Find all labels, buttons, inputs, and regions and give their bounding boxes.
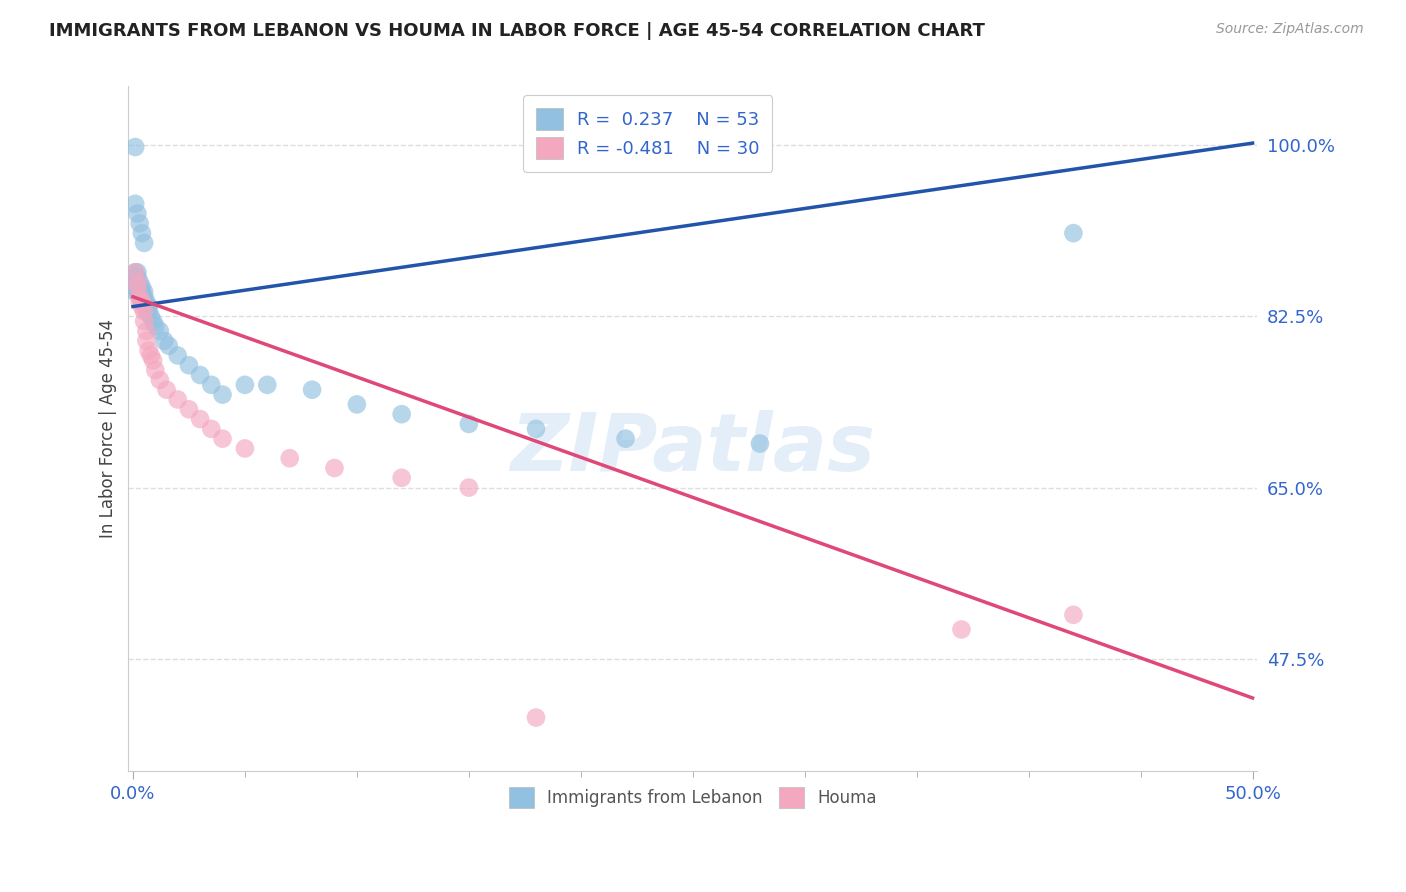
Point (391, 471, 413, 485)
Point (149, 324, 172, 338)
Point (135, 334, 157, 348)
Point (128, 294, 150, 309)
Point (131, 285, 153, 299)
Point (131, 290, 153, 304)
Point (128, 285, 150, 299)
Point (391, 407, 413, 421)
Point (134, 314, 156, 328)
Point (457, 417, 479, 431)
Point (124, 265, 146, 279)
Point (134, 285, 156, 299)
Point (127, 275, 149, 289)
Point (131, 294, 153, 309)
Point (143, 319, 166, 334)
Point (127, 285, 149, 299)
Point (131, 226, 153, 240)
Point (135, 294, 157, 309)
Point (127, 206, 149, 220)
Point (124, 275, 146, 289)
Point (124, 140, 146, 154)
Point (138, 304, 160, 318)
Point (524, 710, 547, 724)
Point (138, 300, 160, 314)
Point (127, 270, 149, 285)
Point (211, 432, 233, 446)
Point (157, 339, 180, 353)
Point (135, 304, 157, 318)
Point (748, 436, 770, 450)
Point (128, 290, 150, 304)
Text: ZIPatlas: ZIPatlas (510, 410, 876, 489)
Point (128, 290, 150, 304)
Point (124, 265, 146, 279)
Point (323, 461, 346, 475)
Point (131, 294, 153, 309)
Point (166, 349, 188, 363)
Point (200, 377, 222, 392)
Point (139, 349, 162, 363)
Point (134, 304, 156, 318)
Point (166, 392, 188, 407)
Point (142, 353, 165, 368)
Point (155, 383, 177, 397)
Point (134, 294, 156, 309)
Text: IMMIGRANTS FROM LEBANON VS HOUMA IN LABOR FORCE | AGE 45-54 CORRELATION CHART: IMMIGRANTS FROM LEBANON VS HOUMA IN LABO… (49, 22, 986, 40)
Point (188, 412, 211, 426)
Point (950, 623, 973, 637)
Point (131, 300, 153, 314)
Point (135, 324, 157, 338)
Point (124, 196, 146, 211)
Point (134, 235, 156, 250)
Y-axis label: In Labor Force | Age 45-54: In Labor Force | Age 45-54 (100, 319, 117, 539)
Legend: Immigrants from Lebanon, Houma: Immigrants from Lebanon, Houma (502, 780, 883, 814)
Point (124, 280, 146, 294)
Point (278, 451, 301, 466)
Point (127, 280, 149, 294)
Point (1062, 226, 1084, 240)
Point (128, 216, 150, 230)
Point (127, 275, 149, 289)
Point (153, 334, 176, 348)
Point (614, 432, 637, 446)
Point (301, 383, 323, 397)
Point (134, 290, 156, 304)
Point (256, 377, 278, 392)
Point (139, 310, 162, 324)
Point (211, 387, 233, 401)
Point (127, 265, 149, 279)
Point (1062, 607, 1084, 622)
Point (149, 373, 172, 387)
Point (233, 377, 256, 392)
Point (142, 314, 165, 328)
Point (124, 285, 146, 299)
Point (131, 280, 153, 294)
Point (128, 280, 150, 294)
Text: Source: ZipAtlas.com: Source: ZipAtlas.com (1216, 22, 1364, 37)
Point (177, 402, 200, 417)
Point (200, 422, 222, 436)
Point (127, 280, 149, 294)
Point (457, 481, 479, 495)
Point (524, 422, 547, 436)
Point (143, 363, 166, 377)
Point (233, 442, 256, 456)
Point (138, 343, 160, 358)
Point (124, 275, 146, 289)
Point (135, 300, 157, 314)
Point (346, 397, 368, 411)
Point (177, 358, 200, 372)
Point (188, 368, 211, 382)
Point (128, 275, 150, 289)
